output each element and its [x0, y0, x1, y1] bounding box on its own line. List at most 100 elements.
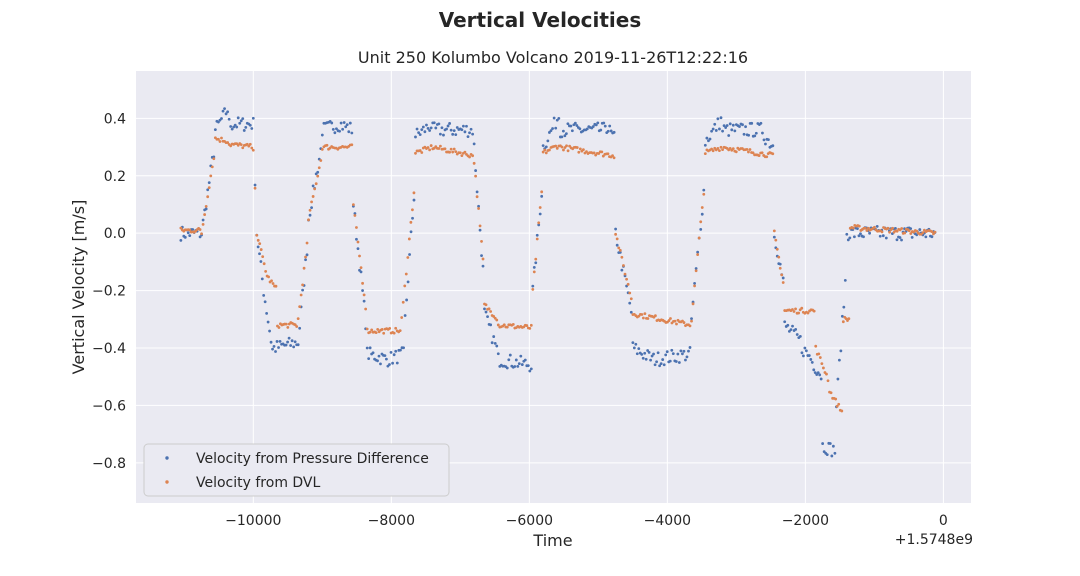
data-point: [632, 346, 636, 350]
data-point: [179, 226, 183, 230]
data-point: [898, 236, 902, 239]
data-point: [394, 326, 398, 330]
data-point: [816, 371, 820, 375]
data-point: [719, 145, 723, 149]
data-point: [353, 214, 357, 217]
data-point: [218, 140, 222, 143]
data-point: [451, 150, 455, 154]
data-point: [364, 307, 368, 311]
data-point: [412, 198, 416, 202]
data-point: [600, 150, 604, 154]
data-point: [207, 186, 211, 190]
data-point: [602, 121, 606, 125]
data-point: [696, 250, 700, 254]
data-point: [792, 310, 796, 313]
legend-marker-pressure: [165, 456, 169, 460]
data-point: [702, 192, 706, 196]
data-point: [703, 143, 707, 147]
data-point: [623, 272, 627, 276]
data-point: [350, 143, 354, 147]
data-point: [362, 299, 366, 303]
data-point: [742, 132, 746, 136]
data-point: [272, 344, 276, 348]
data-point: [382, 331, 386, 335]
data-point: [842, 305, 846, 309]
data-point: [455, 126, 459, 129]
data-point: [819, 377, 823, 381]
data-point: [286, 340, 289, 344]
data-point: [710, 129, 713, 133]
data-point: [810, 361, 814, 364]
data-point: [198, 228, 202, 231]
data-point: [753, 134, 757, 138]
data-point: [484, 303, 488, 307]
data-point: [253, 186, 257, 190]
data-point: [682, 349, 686, 353]
data-point: [699, 227, 703, 231]
data-point: [445, 127, 448, 131]
data-point: [514, 358, 518, 362]
data-point: [183, 235, 187, 239]
data-point: [608, 124, 612, 128]
data-point: [320, 133, 324, 137]
data-point: [531, 284, 535, 288]
data-point: [415, 127, 419, 131]
data-point: [777, 255, 781, 259]
data-point: [523, 358, 527, 362]
data-point: [298, 326, 302, 330]
data-point: [481, 264, 485, 268]
data-point: [468, 155, 471, 159]
legend-label-pressure: Velocity from Pressure Difference: [196, 451, 429, 467]
data-point: [448, 150, 451, 154]
data-point: [628, 301, 632, 305]
data-point: [629, 310, 633, 314]
data-point: [313, 187, 317, 191]
data-point: [505, 366, 509, 370]
data-point: [277, 346, 280, 349]
data-point: [711, 149, 715, 153]
chart-suptitle: Vertical Velocities: [439, 8, 642, 32]
data-point: [311, 184, 315, 188]
data-point: [377, 354, 381, 358]
data-point: [316, 174, 320, 178]
data-point: [261, 255, 265, 259]
data-point: [256, 245, 260, 249]
data-point: [918, 228, 922, 231]
data-point: [845, 232, 849, 236]
data-point: [840, 314, 844, 318]
data-point: [314, 182, 318, 186]
data-point: [258, 252, 261, 256]
data-point: [391, 361, 394, 365]
legend-marker-dvl: [165, 480, 169, 484]
data-point: [628, 291, 632, 295]
data-point: [907, 229, 911, 233]
data-point: [685, 355, 689, 359]
data-point: [840, 409, 844, 413]
data-point: [304, 255, 307, 259]
data-point: [786, 323, 790, 327]
data-point: [267, 275, 270, 279]
data-point: [418, 133, 422, 136]
data-point: [557, 117, 561, 120]
data-point: [350, 131, 354, 135]
data-point: [250, 146, 254, 150]
data-point: [376, 359, 379, 363]
data-point: [186, 231, 190, 235]
data-point: [924, 235, 928, 239]
data-point: [511, 323, 515, 326]
data-point: [814, 344, 818, 348]
data-point: [747, 150, 750, 154]
data-point: [625, 277, 628, 281]
data-point: [302, 266, 306, 270]
data-point: [414, 135, 417, 139]
data-point: [365, 346, 369, 350]
data-point: [437, 147, 441, 150]
data-point: [690, 319, 693, 323]
data-point: [738, 125, 741, 128]
data-point: [771, 144, 775, 148]
data-point: [654, 314, 657, 318]
data-point: [809, 358, 813, 361]
data-point: [345, 123, 349, 126]
data-point: [356, 240, 360, 244]
data-point: [751, 151, 755, 155]
